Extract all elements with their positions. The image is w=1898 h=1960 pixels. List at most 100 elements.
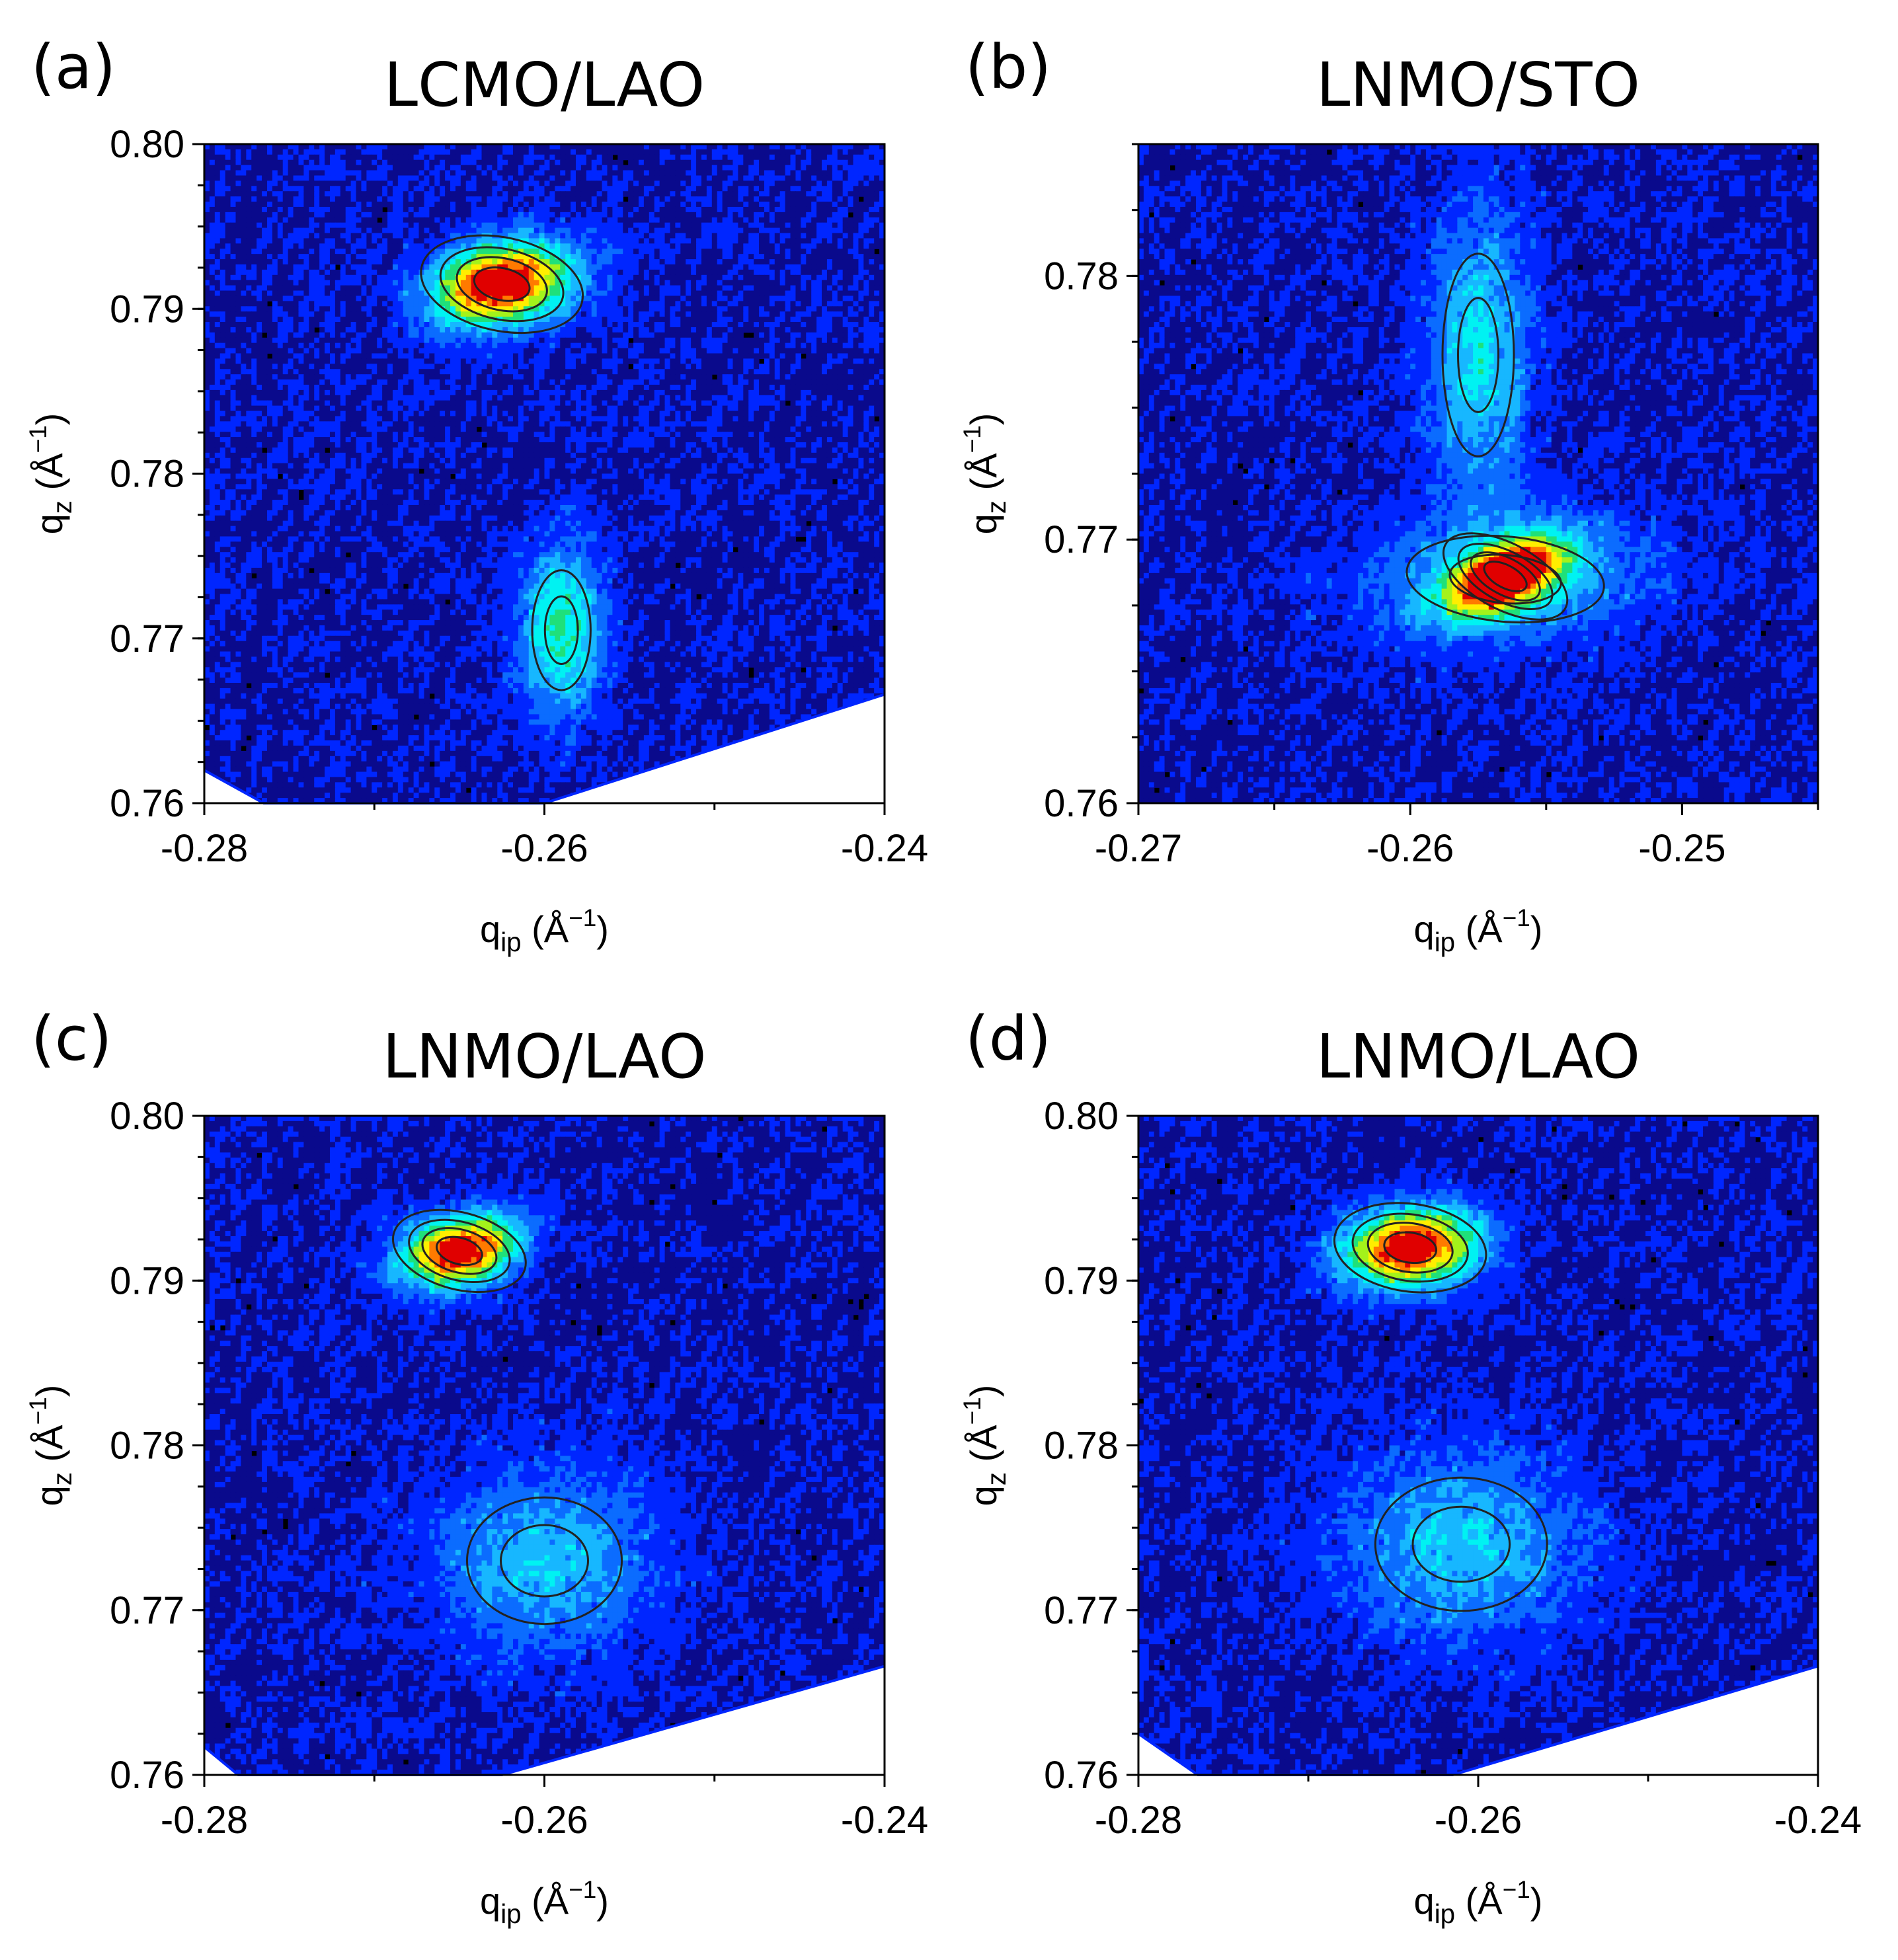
map-cell <box>874 243 880 249</box>
map-cell <box>549 259 555 265</box>
map-cell <box>602 317 608 323</box>
map-cell <box>471 338 477 344</box>
map-cell <box>732 202 738 208</box>
map-cell <box>477 343 483 349</box>
map-cell <box>529 223 535 229</box>
map-cell <box>518 311 524 317</box>
map-cell <box>246 223 252 229</box>
map-cell <box>461 254 467 260</box>
map-cell <box>220 149 226 155</box>
map-cell <box>680 291 686 297</box>
map-cell <box>382 155 388 161</box>
map-cell <box>492 301 498 307</box>
map-cell <box>545 322 551 328</box>
map-cell <box>801 286 807 292</box>
map-cell <box>759 217 765 223</box>
map-cell <box>680 175 686 181</box>
map-cell <box>785 186 791 192</box>
map-cell <box>670 338 676 344</box>
map-cell <box>639 202 645 208</box>
map-cell <box>628 175 634 181</box>
map-cell <box>822 333 828 338</box>
map-cell <box>294 343 299 349</box>
map-cell <box>853 186 859 192</box>
map-cell <box>869 259 875 265</box>
map-cell <box>628 202 634 208</box>
map-cell <box>487 338 493 344</box>
map-cell <box>298 327 304 333</box>
map-cell <box>717 238 723 244</box>
map-cell <box>298 286 304 292</box>
map-cell <box>241 286 247 292</box>
map-cell <box>549 175 555 181</box>
map-cell <box>743 295 749 301</box>
map-cell <box>811 333 817 338</box>
map-cell <box>848 264 854 270</box>
map-cell <box>225 171 231 176</box>
map-cell <box>382 149 388 155</box>
map-cell <box>764 275 770 281</box>
map-cell <box>429 228 435 234</box>
map-cell <box>654 275 660 281</box>
map-cell <box>398 180 404 186</box>
map-cell <box>539 160 545 166</box>
map-cell <box>314 212 320 218</box>
map-cell <box>816 264 822 270</box>
map-cell <box>754 322 760 328</box>
map-cell <box>450 259 456 265</box>
map-cell <box>675 259 681 265</box>
map-cell <box>670 327 676 333</box>
map-cell <box>382 333 388 338</box>
map-cell <box>670 301 676 307</box>
map-cell <box>717 223 723 229</box>
map-cell <box>294 259 299 265</box>
map-cell <box>251 196 257 202</box>
map-cell <box>231 207 237 213</box>
map-cell <box>623 270 629 276</box>
map-cell <box>298 338 304 344</box>
map-cell <box>759 228 765 234</box>
map-cell <box>732 191 738 197</box>
map-cell <box>319 306 325 312</box>
map-cell <box>832 291 838 297</box>
map-cell <box>325 191 331 197</box>
map-cell <box>272 186 278 192</box>
map-cell <box>811 238 817 244</box>
map-cell <box>477 295 483 301</box>
map-cell <box>502 291 508 297</box>
map-cell <box>806 301 812 307</box>
map-cell <box>822 264 828 270</box>
map-cell <box>639 171 645 176</box>
map-cell <box>617 311 623 317</box>
map-cell <box>754 238 760 244</box>
map-cell <box>393 238 399 244</box>
map-cell <box>869 191 875 197</box>
map-cell <box>649 295 655 301</box>
map-cell <box>409 238 415 244</box>
map-cell <box>581 212 587 218</box>
map-cell <box>319 238 325 244</box>
map-cell <box>534 280 540 286</box>
map-cell <box>288 228 294 234</box>
map-cell <box>409 160 415 166</box>
map-cell <box>524 186 530 192</box>
map-cell <box>492 286 498 292</box>
map-cell <box>675 149 681 155</box>
map-cell <box>623 295 629 301</box>
map-cell <box>712 202 718 208</box>
map-cell <box>576 228 582 234</box>
map-cell <box>795 327 801 333</box>
map-cell <box>298 275 304 281</box>
map-cell <box>732 249 738 255</box>
map-cell <box>738 286 744 292</box>
map-cell <box>732 327 738 333</box>
map-cell <box>524 301 530 307</box>
map-cell <box>288 180 294 186</box>
map-cell <box>858 243 864 249</box>
map-cell <box>409 202 415 208</box>
map-cell <box>382 254 388 260</box>
map-cell <box>251 223 257 229</box>
map-cell <box>838 286 844 292</box>
map-cell <box>586 191 592 197</box>
map-cell <box>639 270 645 276</box>
